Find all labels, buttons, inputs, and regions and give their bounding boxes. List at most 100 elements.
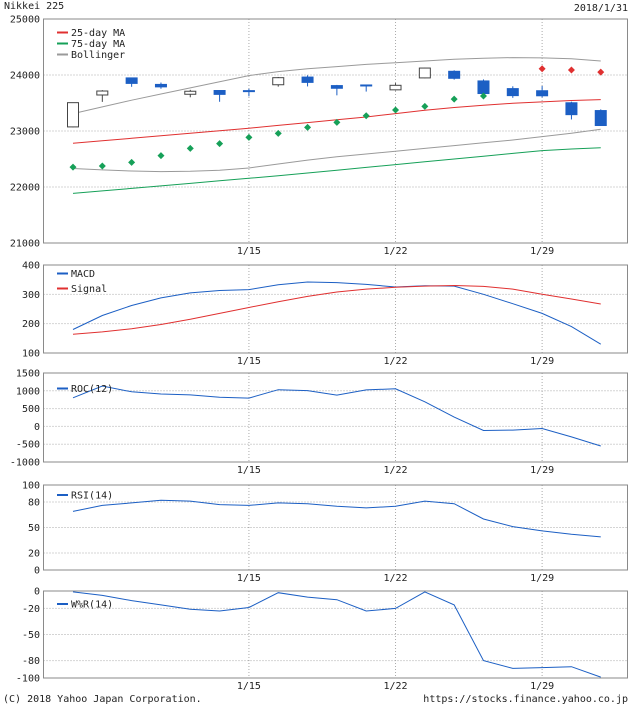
legend-label: 75-day MA (71, 39, 125, 50)
page-title: Nikkei 225 (4, 1, 65, 12)
roc-panel: 1500 1000 500 0 -500 -1000 1/15 1/22 1/29 ROC(12) (10, 369, 628, 476)
y-axis-label: 100 (22, 481, 40, 492)
candle-down (506, 88, 519, 97)
sar-marker (597, 68, 605, 76)
source-url: https://stocks.finance.yahoo.co.jp (423, 694, 628, 705)
75-day-ma-line (72, 147, 601, 194)
y-axis-label: -500 (16, 440, 40, 451)
x-axis-label: 1/15 (237, 246, 261, 257)
bollinger-upper-line (72, 57, 601, 115)
y-axis-label: 50 (28, 523, 40, 534)
roc-12--line (72, 385, 601, 447)
sar-marker (362, 112, 370, 120)
candle-down (477, 80, 490, 95)
x-axis-label: 1/22 (383, 465, 407, 476)
sar-marker (274, 129, 282, 137)
y-axis-label: 25000 (10, 15, 40, 26)
x-axis-label: 1/29 (530, 246, 554, 257)
candle-down (213, 90, 226, 95)
sar-marker (392, 106, 400, 114)
candle-down (565, 102, 578, 116)
panel-border (43, 590, 628, 679)
candle-down (536, 90, 549, 97)
panel-border (43, 264, 628, 354)
legend-label: MACD (71, 269, 95, 280)
macd-panel: 400 300 200 100 1/15 1/22 1/29 MACD Signal (22, 261, 628, 367)
y-axis-label: 1500 (16, 369, 40, 380)
y-axis-label: 100 (22, 349, 40, 360)
sar-marker (421, 102, 429, 110)
y-axis-label: 80 (28, 498, 40, 509)
y-axis-label: 1000 (16, 386, 40, 397)
y-axis-label: 0 (34, 587, 40, 598)
sar-marker (69, 163, 77, 171)
y-axis-label: 0 (34, 422, 40, 433)
sar-marker (216, 140, 224, 148)
panel-border (43, 18, 628, 244)
legend-label: Bollinger (71, 50, 125, 61)
sar-marker (157, 152, 165, 160)
y-axis-label: 0 (34, 566, 40, 577)
y-axis-label: 500 (22, 404, 40, 415)
signal-line (72, 284, 601, 335)
sar-marker (186, 144, 194, 152)
y-axis-label: 21000 (10, 239, 40, 250)
sar-marker (450, 95, 458, 103)
y-axis-label: 200 (22, 319, 40, 330)
rsi-14--line (72, 499, 601, 538)
copyright-text: (C) 2018 Yahoo Japan Corporation. (3, 694, 202, 705)
legend-label: RSI(14) (71, 491, 113, 502)
sar-marker (479, 92, 487, 100)
candle-down (594, 110, 607, 127)
sar-marker (333, 118, 341, 126)
x-axis-label: 1/15 (237, 356, 261, 367)
x-axis-label: 1/15 (237, 465, 261, 476)
y-axis-label: -20 (22, 604, 40, 615)
panel-border (43, 484, 628, 571)
macd-line (72, 281, 602, 345)
legend-label: W%R(14) (71, 600, 113, 611)
sar-marker (304, 123, 312, 131)
sar-marker (245, 133, 253, 141)
candle-up (67, 102, 79, 128)
sar-marker (128, 158, 136, 166)
sar-marker (538, 65, 546, 73)
candle-up (96, 90, 109, 96)
x-axis-label: 1/29 (530, 465, 554, 476)
candle-down (125, 77, 138, 84)
y-axis-label: -80 (22, 656, 40, 667)
x-axis-label: 1/29 (530, 356, 554, 367)
candle-down (448, 70, 461, 79)
candle-up (418, 67, 431, 79)
y-axis-label: 300 (22, 290, 40, 301)
candle-down (154, 83, 167, 88)
x-axis-label: 1/22 (383, 573, 407, 584)
legend-label: Signal (71, 284, 107, 295)
y-axis-label: 22000 (10, 183, 40, 194)
legend-label: ROC(12) (71, 384, 113, 395)
x-axis-label: 1/15 (237, 573, 261, 584)
x-axis-label: 1/29 (530, 681, 554, 692)
rsi-panel: 100 80 50 20 0 1/15 1/22 1/29 RSI(14) (22, 481, 628, 584)
y-axis-label: -50 (22, 630, 40, 641)
candle-up (272, 77, 285, 86)
x-axis-label: 1/22 (383, 356, 407, 367)
x-axis-label: 1/22 (383, 681, 407, 692)
main-price-panel: 25000 24000 23000 22000 21000 1/15 1/22 1/29 25-… (10, 15, 628, 257)
bollinger-lower-line (72, 128, 601, 173)
y-axis-label: 20 (28, 549, 40, 560)
w-r-14--line (72, 591, 601, 678)
chart-date: 2018/1/31 (573, 3, 628, 14)
candle-up (184, 90, 197, 95)
y-axis-label: 24000 (10, 71, 40, 82)
y-axis-label: -1000 (10, 458, 40, 469)
candle-down (330, 85, 343, 89)
x-axis-label: 1/15 (237, 681, 261, 692)
y-axis-label: 23000 (10, 127, 40, 138)
candle-down (242, 90, 255, 93)
candle-down (360, 84, 373, 87)
y-axis-label: 400 (22, 261, 40, 272)
x-axis-label: 1/29 (530, 573, 554, 584)
